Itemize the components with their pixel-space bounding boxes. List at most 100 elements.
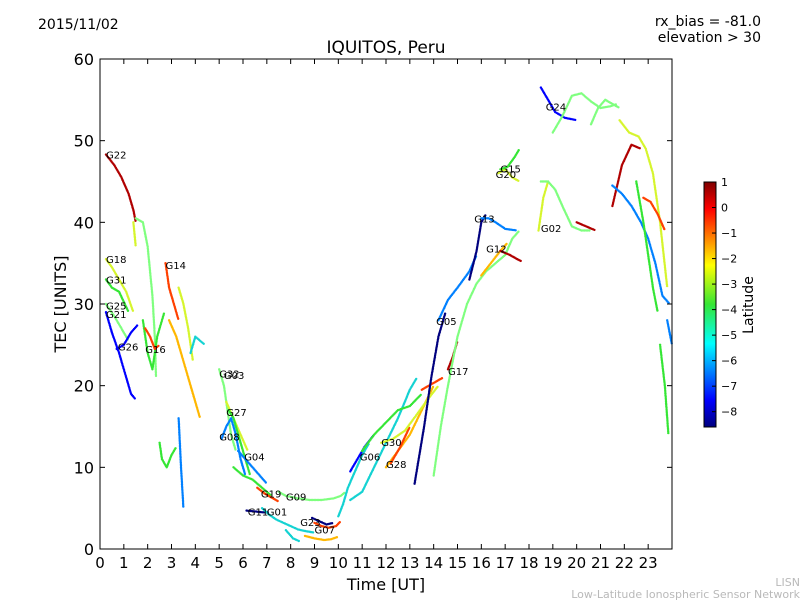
satellite-label: G24 [546, 102, 566, 113]
data-point [440, 377, 444, 380]
data-point [276, 499, 279, 503]
satellite-label: G12 [486, 245, 506, 256]
x-axis: 0 1 2 3 4 5 6 7 8 9 10 11 12 13 14 15 16 17 18 19 20 21 22 23 [95, 59, 658, 572]
colorbar-ticks: 1 0 −1 −2 −3 −4 −5 −6 −7 −8 [712, 176, 737, 419]
x-tick-label: 7 [262, 554, 272, 572]
data-point [505, 242, 508, 246]
x-tick-label: 8 [286, 554, 296, 572]
data-point [234, 448, 237, 451]
series-g26 [115, 324, 139, 351]
satellite-label: G19 [261, 490, 281, 501]
series-g14 [164, 262, 180, 320]
x-tick-label: 0 [95, 554, 105, 572]
series-g16 [144, 327, 160, 351]
x-tick-label: 17 [496, 554, 515, 572]
series-g21 [104, 311, 136, 400]
x-tick-label: 10 [329, 554, 348, 572]
data-point [667, 431, 670, 435]
series-g09 [277, 490, 346, 502]
data-point [174, 447, 177, 450]
colorbar-tick-label: 1 [721, 176, 728, 189]
x-tick-label: 11 [353, 554, 372, 572]
colorbar-tick-label: −6 [721, 355, 737, 368]
series-g13 [480, 217, 517, 232]
data-point [134, 244, 137, 247]
series-g22 [104, 153, 137, 222]
x-tick-label: 4 [191, 554, 201, 572]
data-point [484, 214, 487, 217]
data-point [191, 358, 194, 361]
satellite-label: G07 [315, 525, 335, 536]
data-point [663, 227, 666, 231]
series-g24 [618, 119, 669, 288]
y-axis: 0 10 20 30 40 50 60 [74, 50, 672, 559]
data-point [248, 472, 251, 476]
series-g28 [389, 426, 411, 465]
data-point [177, 317, 180, 320]
data-point [343, 491, 346, 495]
colorbar-label: Latitude [741, 276, 757, 334]
data-point [514, 229, 517, 232]
x-tick-label: 23 [639, 554, 658, 572]
data-point [335, 536, 339, 539]
series-g24 [611, 143, 641, 208]
data-point [154, 374, 158, 378]
date-label: 2015/11/02 [38, 17, 119, 33]
colorbar-tick-label: −5 [721, 329, 737, 342]
satellite-label: G20 [496, 170, 516, 181]
data-point [617, 106, 620, 109]
data-point [198, 415, 201, 418]
series-g01 [260, 507, 315, 534]
data-point [667, 301, 670, 304]
series-g17 [432, 230, 520, 477]
x-tick-label: 19 [543, 554, 562, 572]
x-tick-label: 22 [615, 554, 634, 572]
colorbar-tick-label: −3 [721, 278, 737, 291]
series-g22 [132, 221, 137, 247]
colorbar-tick-label: −4 [721, 304, 737, 317]
x-tick-label: 21 [591, 554, 610, 572]
data-point [162, 312, 166, 315]
satellite-label: G01 [267, 507, 287, 518]
series-layer [104, 86, 673, 543]
series-g15 [499, 149, 520, 171]
y-tick-label: 30 [74, 295, 94, 314]
satellite-label: G21 [106, 310, 126, 321]
series-g17 [420, 377, 444, 391]
elevation-label: elevation > 30 [657, 30, 761, 46]
x-tick-label: 9 [310, 554, 320, 572]
data-point [665, 284, 669, 288]
data-point [133, 397, 136, 400]
x-tick-label: 2 [143, 554, 153, 572]
satellite-label: G31 [106, 276, 126, 287]
satellite-label: G09 [286, 493, 306, 504]
satellite-label: G22 [106, 151, 126, 162]
data-point [202, 342, 205, 345]
satellite-label: G18 [106, 255, 126, 266]
data-point [517, 230, 520, 233]
series-g23 [303, 534, 339, 542]
series-g04 [237, 449, 267, 484]
satellite-label: G11 [248, 507, 268, 518]
series-g02 [539, 180, 591, 232]
series-g30 [361, 393, 422, 453]
satellite-label: G13 [474, 214, 494, 225]
y-tick-label: 50 [74, 132, 94, 151]
data-point [638, 147, 641, 150]
y-tick-label: 10 [74, 458, 94, 477]
satellite-label: G08 [219, 432, 239, 443]
y-tick-label: 40 [74, 213, 94, 232]
x-tick-label: 18 [519, 554, 538, 572]
data-point [519, 259, 522, 263]
satellite-label: G14 [166, 261, 186, 272]
data-point [338, 521, 341, 524]
colorbar-tick-label: −7 [721, 380, 737, 393]
y-tick-label: 20 [74, 377, 94, 396]
colorbar-tick-label: −2 [721, 253, 737, 266]
series-g24 [635, 180, 659, 312]
data-point [517, 149, 520, 152]
satellite-label: G02 [541, 224, 561, 235]
x-tick-label: 14 [424, 554, 443, 572]
credit-network: Low-Latitude Ionospheric Sensor Network [571, 588, 800, 601]
